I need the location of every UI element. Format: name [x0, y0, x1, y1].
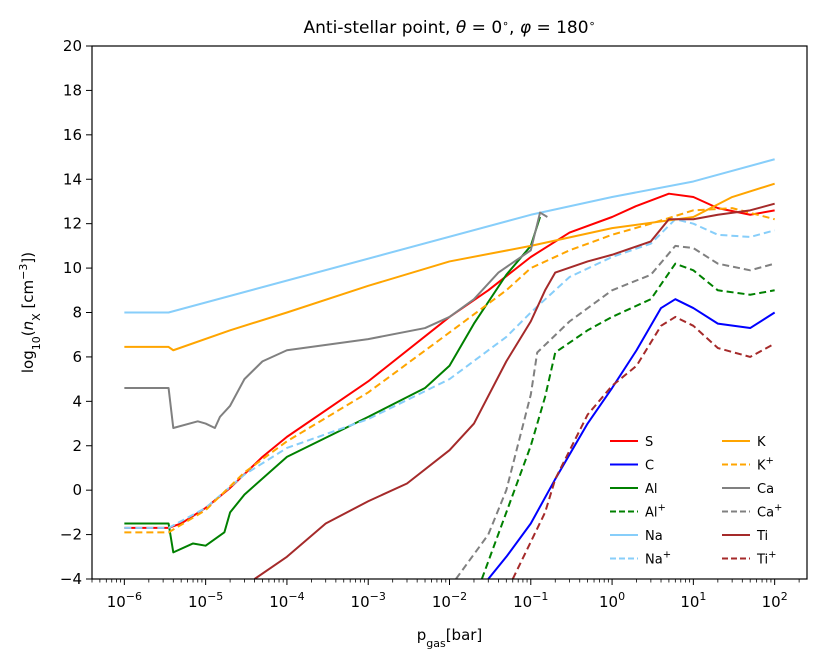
y-tick-label: 14 [63, 170, 82, 188]
series-layer [124, 158, 776, 579]
y-tick-label: −2 [60, 526, 82, 544]
legend-label: C [645, 459, 654, 474]
x-tick-label: 101 [680, 590, 706, 611]
series-line-k [124, 182, 775, 352]
series-line-c [487, 298, 776, 579]
series-line-na [124, 158, 775, 314]
y-tick-label: 4 [72, 392, 82, 410]
y-tick-label: −4 [60, 570, 82, 588]
x-tick-label: 10−5 [188, 590, 223, 611]
y-tick-label: 6 [72, 348, 82, 366]
x-tick-label: 10−1 [513, 590, 548, 611]
y-tick-label: 0 [72, 481, 82, 499]
chart-title: Anti-stellar point, θ = 0∘, φ = 180∘ [304, 17, 596, 39]
legend-label: Ti [756, 529, 768, 544]
series-line-k-plus [124, 207, 775, 534]
x-tick-label: 10−4 [269, 590, 304, 611]
y-tick-label: 10 [63, 259, 82, 277]
series-line-ca [124, 211, 548, 429]
x-axis: 10−6 10−5 10−4 10−3 10−2 10−1 100 101 102 [91, 579, 800, 611]
y-axis-label: log10(nX [cm−3]) [17, 252, 43, 373]
legend-label: Al+ [645, 503, 666, 521]
legend-label: S [645, 435, 653, 450]
legend-label: Na+ [645, 550, 671, 568]
legend-label: Ca+ [757, 503, 782, 521]
legend-label: Al [645, 482, 658, 497]
series-line-al [124, 216, 542, 554]
y-tick-label: 2 [72, 437, 82, 455]
x-tick-label: 100 [599, 590, 625, 611]
legend-label: K [757, 435, 766, 450]
x-tick-label: 10−3 [351, 590, 386, 611]
legend-label: K+ [757, 456, 774, 474]
x-tick-label: 10−6 [107, 590, 142, 611]
legend-label: Ti+ [756, 550, 777, 568]
legend-label: Na [645, 529, 663, 544]
x-axis-label: pgas[bar] [417, 626, 483, 650]
y-tick-label: 8 [72, 304, 82, 322]
y-axis: −4 −2 0 2 4 6 8 10 12 14 16 18 20 [60, 37, 92, 588]
y-tick-label: 12 [63, 215, 82, 233]
y-tick-label: 20 [63, 37, 82, 55]
legend-label: Ca [757, 482, 774, 497]
series-line-ca-plus [455, 244, 775, 579]
series-line-na-plus [124, 218, 775, 529]
y-tick-label: 18 [63, 81, 82, 99]
series-line-ti-plus [511, 315, 776, 579]
legend: SC Al Al+ Na Na+ K K+ Ca Ca+ Ti Ti+ [610, 435, 782, 568]
x-tick-label: 10−2 [432, 590, 467, 611]
series-line-al-plus [480, 262, 775, 579]
series-line-ti [254, 202, 775, 579]
y-tick-label: 16 [63, 126, 82, 144]
series-line-s [124, 192, 775, 529]
x-tick-label: 102 [762, 590, 788, 611]
